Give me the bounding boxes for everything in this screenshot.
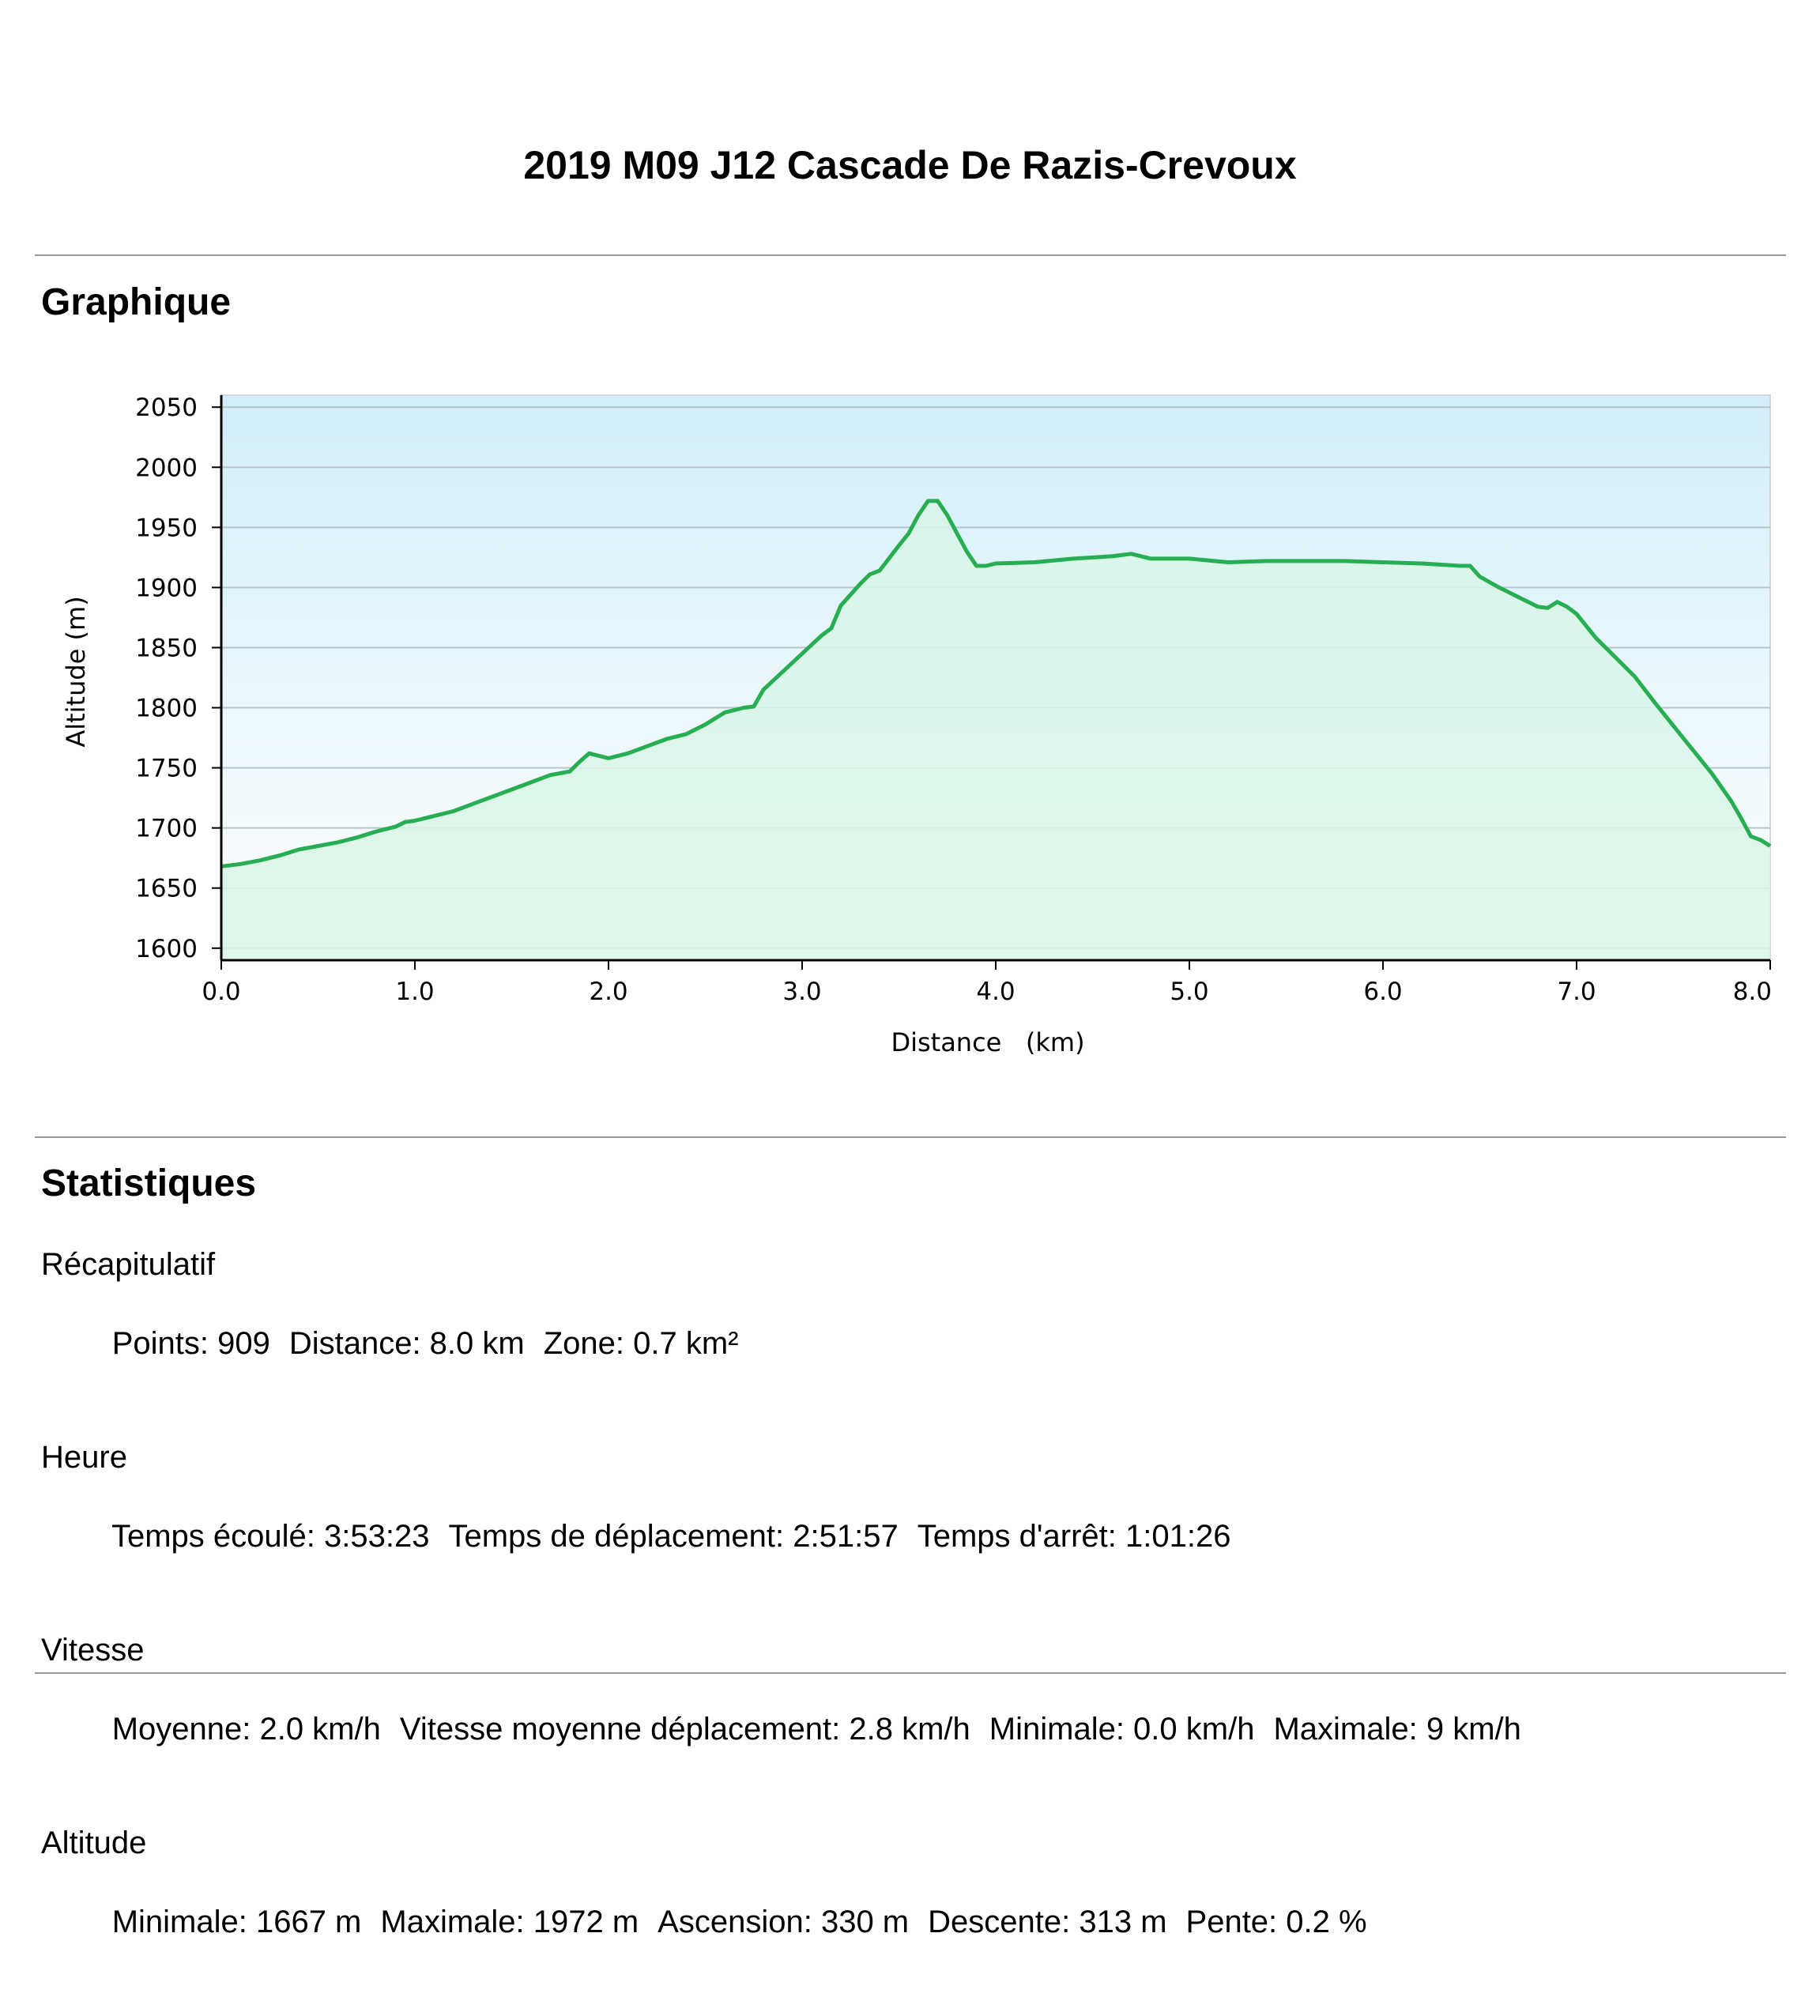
y-tick-label: 1900	[135, 574, 198, 602]
x-tick-label: 2.0	[589, 978, 627, 1006]
x-tick-label: 4.0	[976, 978, 1015, 1006]
x-tick-label: 8.0	[1733, 978, 1772, 1006]
stat-value: Descente: 313 m	[928, 1905, 1167, 1939]
stat-value: Maximale: 9 km/h	[1273, 1712, 1521, 1747]
stat-value: Pente: 0.2 %	[1185, 1905, 1367, 1939]
stat-value: Vitesse moyenne déplacement: 2.8 km/h	[399, 1712, 970, 1747]
stat-value: Minimale: 1667 m	[111, 1905, 362, 1939]
stats-group-recap: Récapitulatif Points: 909 Distance: 8.0 k…	[41, 1245, 1521, 1403]
middle-divider	[35, 1136, 1786, 1138]
stat-value: Temps d'arrêt: 1:01:26	[917, 1519, 1231, 1554]
stats-group-title: Heure	[41, 1440, 127, 1475]
x-tick-label: 5.0	[1170, 978, 1208, 1006]
stat-value: Temps écoulé: 3:53:23	[111, 1519, 430, 1554]
y-tick-label: 1850	[135, 634, 198, 662]
x-axis-label: Distance (km)	[891, 1027, 1084, 1057]
stats-group-speed: Vitesse Moyenne: 2.0 km/h Vitesse moyenne…	[41, 1630, 1521, 1788]
x-tick-label: 0.0	[202, 978, 240, 1006]
stats-group-title: Vitesse	[41, 1633, 145, 1667]
y-tick-label: 1700	[135, 815, 198, 843]
page-title: 2019 M09 J12 Cascade De Razis-Crevoux	[523, 143, 1297, 187]
y-tick-label: 1750	[135, 755, 198, 783]
y-tick-label: 1600	[135, 935, 198, 963]
elevation-area	[221, 500, 1770, 960]
x-tick-label: 3.0	[782, 978, 821, 1006]
y-tick-label: 2050	[135, 394, 198, 422]
stat-value: Points: 909	[111, 1326, 270, 1361]
stat-value: Moyenne: 2.0 km/h	[111, 1712, 381, 1747]
stat-value: Minimale: 0.0 km/h	[989, 1712, 1255, 1747]
x-tick-label: 7.0	[1557, 978, 1596, 1006]
elevation-line	[220, 499, 1772, 869]
y-ticks: 1600 1650 1700 1750 1800 1850 1900 1950 2000 2050	[135, 394, 221, 963]
elevation-chart: 1600 1650 1700 1750 1800 1850 1900 1950 2000 2050…	[61, 394, 1772, 1057]
chart-section-heading: Graphique	[41, 281, 232, 323]
stats-section-heading: Statistiques	[41, 1162, 257, 1204]
y-tick-label: 1950	[135, 514, 198, 542]
y-tick-label: 2000	[135, 454, 198, 482]
y-tick-label: 1650	[135, 875, 198, 903]
stats-group-values: Temps écoulé: 3:53:23 Temps de déplacemen…	[41, 1477, 1521, 1596]
stat-value: Zone: 0.7 km²	[543, 1326, 739, 1361]
y-axis-label: Altitude (m)	[61, 596, 91, 747]
stats-panel: Récapitulatif Points: 909 Distance: 8.0 k…	[41, 1245, 1521, 2016]
stat-value: Temps de déplacement: 2:51:57	[448, 1519, 899, 1554]
stats-group-title: Récapitulatif	[41, 1247, 216, 1282]
y-tick-label: 1800	[135, 695, 198, 723]
stats-group-values: Moyenne: 2.0 km/h Vitesse moyenne déplace…	[41, 1670, 1521, 1788]
top-divider	[35, 254, 1786, 256]
stats-group-title: Altitude	[41, 1826, 147, 1860]
stat-value: Ascension: 330 m	[658, 1905, 910, 1939]
stat-value: Distance: 8.0 km	[288, 1326, 525, 1361]
stats-group-time: Heure Temps écoulé: 3:53:23 Temps de dépl…	[41, 1438, 1521, 1596]
stat-value: Maximale: 1972 m	[380, 1905, 639, 1939]
x-ticks: 0.0 1.0 2.0 3.0 4.0 5.0 6.0 7.0 8.0	[202, 960, 1772, 1006]
stats-group-values: Minimale: 1667 m Maximale: 1972 m Ascensio…	[41, 1863, 1521, 1981]
x-tick-label: 6.0	[1363, 978, 1402, 1006]
stats-group-values: Points: 909 Distance: 8.0 km Zone: 0.7 km²	[41, 1284, 1521, 1403]
bottom-divider	[35, 1672, 1786, 1674]
stats-group-altitude: Altitude Minimale: 1667 m Maximale: 1972 …	[41, 1823, 1521, 1981]
x-tick-label: 1.0	[395, 978, 434, 1006]
